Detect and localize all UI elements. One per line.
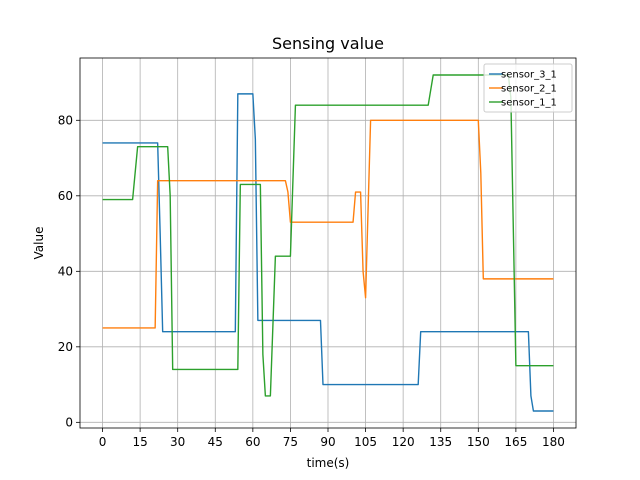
x-axis-label: time(s) <box>307 456 350 470</box>
series-line-sensor-2-1 <box>102 119 554 329</box>
x-tick-label: 135 <box>429 435 452 449</box>
series-layer <box>102 74 554 412</box>
series-line-sensor-3-1 <box>102 93 554 412</box>
x-tick-label: 15 <box>132 435 147 449</box>
legend-box <box>483 63 573 113</box>
x-tick-label: 90 <box>320 435 335 449</box>
chart-title: Sensing value <box>272 34 384 53</box>
x-tick-label: 0 <box>99 435 107 449</box>
grid <box>80 58 576 428</box>
y-tick-label: 20 <box>58 340 73 354</box>
x-tick-label: 60 <box>245 435 260 449</box>
series-line-sensor-1-1 <box>102 74 554 397</box>
legend-label: sensor_1_1 <box>501 98 557 109</box>
x-tick-label: 180 <box>542 435 565 449</box>
axis-ticks: 0 15 30 45 60 75 90 105 120 135 150 165 180 0 20 40 60 80 <box>58 113 565 449</box>
x-tick-label: 120 <box>392 435 415 449</box>
legend-label: sensor_2_1 <box>501 84 557 95</box>
y-tick-label: 40 <box>58 264 73 278</box>
y-tick-label: 80 <box>58 113 73 127</box>
x-tick-label: 75 <box>283 435 298 449</box>
legend: sensor_3_1 sensor_2_1 sensor_1_1 <box>483 63 573 113</box>
x-tick-label: 165 <box>504 435 527 449</box>
x-tick-label: 105 <box>354 435 377 449</box>
y-tick-label: 60 <box>58 189 73 203</box>
y-axis-label: Value <box>32 227 46 260</box>
y-tick-label: 0 <box>65 415 73 429</box>
x-tick-label: 45 <box>208 435 223 449</box>
legend-label: sensor_3_1 <box>501 70 557 81</box>
x-tick-label: 30 <box>170 435 185 449</box>
x-tick-label: 150 <box>467 435 490 449</box>
